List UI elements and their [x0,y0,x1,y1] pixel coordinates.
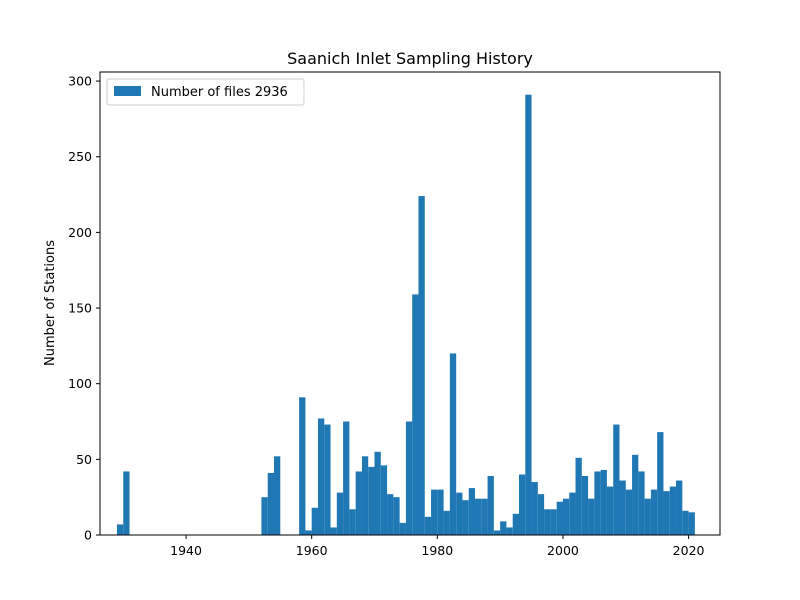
y-tick-label: 250 [68,149,92,164]
histogram-bar [657,432,664,535]
chart-title: Saanich Inlet Sampling History [287,49,533,68]
y-tick-label: 150 [68,301,92,316]
histogram-bar [305,530,312,535]
histogram-bar [437,489,444,535]
histogram-bar [581,475,589,535]
histogram-bar [688,512,695,535]
histogram-bar [462,500,469,535]
histogram-bar [613,424,620,535]
histogram-bar [380,465,388,535]
histogram-bar [374,451,381,535]
histogram-bar [481,498,488,535]
histogram-bar [544,509,551,535]
histogram-bar [588,498,595,535]
plot-frame [99,71,721,536]
x-tick-label: 1940 [170,543,202,558]
legend: Number of files 2936 [106,78,305,106]
histogram-bar [317,418,325,535]
histogram-bar [405,421,413,535]
histogram-bar [500,521,507,535]
histogram-bar [562,498,570,535]
histogram-bar [274,456,281,535]
y-tick-label: 300 [68,74,92,89]
histogram-bar [412,294,419,535]
histogram-bar [116,524,124,535]
histogram-bar [418,196,425,535]
histogram-bar [361,456,369,535]
histogram-bar [606,486,614,535]
histogram-bar [299,397,306,535]
histogram-bar [638,471,645,535]
histogram-bar [569,492,576,535]
histogram-bar [456,492,463,535]
histogram-bar [468,488,476,535]
histogram-bar [619,480,626,535]
legend-swatch [114,86,141,96]
histogram-bar [537,494,545,535]
histogram-bar [493,530,501,535]
y-tick-label: 0 [84,528,92,543]
x-tick-label: 1980 [421,543,453,558]
histogram-bar [531,482,538,535]
histogram-bar [650,489,658,535]
histogram-bar [625,489,633,535]
y-axis-label: Number of Stations [43,240,58,366]
y-tick-label: 200 [68,225,92,240]
histogram-bar [632,454,639,535]
histogram-bar [324,424,331,535]
legend-box [106,78,305,106]
histogram-bar [487,475,494,535]
legend-label: Number of files 2936 [151,85,288,100]
histogram-bar [343,421,350,535]
y-tick-label: 50 [76,452,92,467]
histogram-bar [349,509,356,535]
histogram-bar [368,466,375,535]
histogram-bar [424,516,432,535]
histogram-bar [449,353,457,535]
histogram-bar [575,457,582,535]
histogram-bar [443,510,450,535]
histogram-bar [512,513,519,535]
x-tick-label: 1960 [296,543,328,558]
histogram-bar [594,471,601,535]
histogram-bar [506,527,513,535]
histogram-bar [123,471,130,535]
histogram-bar [267,472,274,535]
x-tick-label: 2000 [547,543,579,558]
histogram-bar [676,480,683,535]
histogram-bar [475,498,482,535]
histogram-bar [556,501,563,535]
histogram-bar [336,492,344,535]
histogram-bar [330,527,337,535]
y-tick-label: 100 [68,376,92,391]
histogram-bar [311,507,318,535]
histogram-bar [431,489,438,535]
histogram-bar [355,471,362,535]
bars-group [116,94,695,535]
x-axis: 1940 1960 1980 2000 2020 [170,535,705,558]
histogram-bar [399,522,406,535]
histogram-bar [669,486,677,535]
histogram-bar [550,509,557,535]
histogram-bar [600,469,607,535]
histogram-bar [387,494,394,535]
histogram-bar [518,474,526,535]
histogram-bar [525,94,532,535]
histogram-bar [261,497,268,535]
y-axis: 0 50 100 150 200 250 300 [68,74,100,543]
histogram-bar [393,497,400,535]
x-tick-label: 2020 [673,543,705,558]
histogram-bar [663,491,670,535]
histogram-bar [644,498,651,535]
histogram-bar [682,510,689,535]
